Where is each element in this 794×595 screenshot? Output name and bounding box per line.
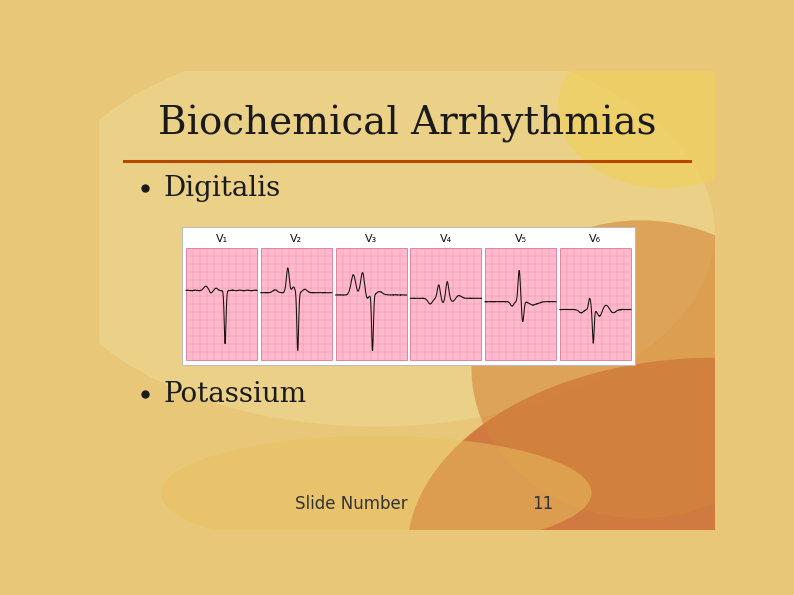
- Text: Digitalis: Digitalis: [164, 175, 281, 202]
- Text: Biochemical Arrhythmias: Biochemical Arrhythmias: [158, 105, 656, 143]
- Ellipse shape: [557, 28, 773, 188]
- FancyBboxPatch shape: [485, 248, 556, 360]
- Text: 11: 11: [532, 496, 553, 513]
- FancyBboxPatch shape: [336, 248, 407, 360]
- Ellipse shape: [37, 37, 715, 427]
- FancyBboxPatch shape: [183, 227, 634, 365]
- Text: V₅: V₅: [515, 234, 526, 243]
- Ellipse shape: [160, 436, 592, 550]
- Text: V₂: V₂: [291, 234, 303, 243]
- Text: V₄: V₄: [440, 234, 452, 243]
- FancyBboxPatch shape: [99, 71, 715, 530]
- FancyBboxPatch shape: [186, 248, 257, 360]
- Text: V₆: V₆: [589, 234, 601, 243]
- FancyBboxPatch shape: [260, 248, 332, 360]
- FancyBboxPatch shape: [410, 248, 481, 360]
- Ellipse shape: [472, 220, 794, 518]
- FancyBboxPatch shape: [560, 248, 631, 360]
- Text: Potassium: Potassium: [164, 381, 307, 408]
- Text: Slide Number: Slide Number: [295, 496, 408, 513]
- Text: V₃: V₃: [365, 234, 377, 243]
- Text: V₁: V₁: [215, 234, 228, 243]
- Ellipse shape: [407, 358, 794, 595]
